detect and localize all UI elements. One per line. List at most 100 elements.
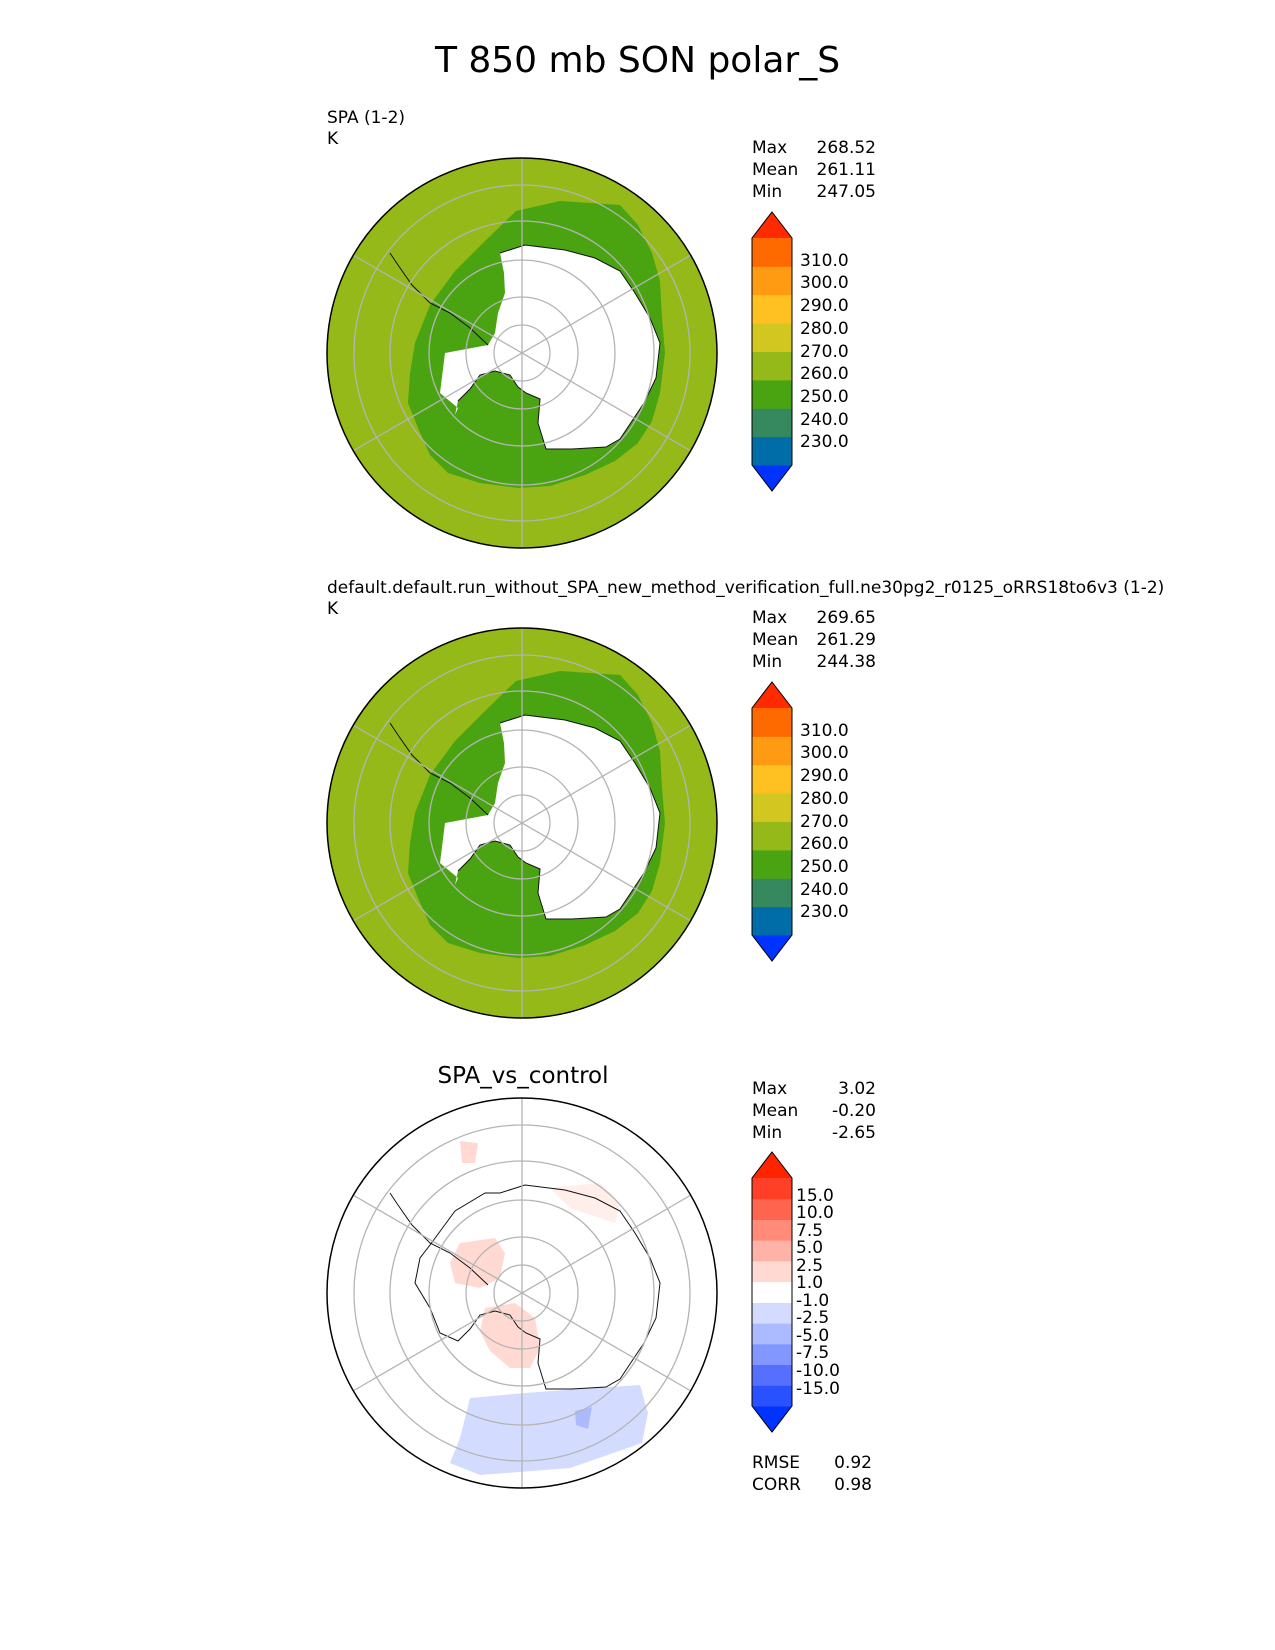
colorbar-segment xyxy=(752,793,792,823)
colorbar-segment xyxy=(752,682,792,708)
colorbar-tick-label: 230.0 xyxy=(800,432,849,453)
panel3-graticule xyxy=(352,1098,692,1488)
colorbar-tick-label: 7.5 xyxy=(796,1220,824,1241)
colorbar-tick-label: 250.0 xyxy=(800,386,849,407)
colorbar-segment xyxy=(752,764,792,794)
colorbar-segment xyxy=(752,1385,792,1407)
colorbar-tick-label: 250.0 xyxy=(800,856,849,877)
colorbar-segment xyxy=(752,708,792,737)
panel2-map xyxy=(326,627,718,1019)
panel2-stats: Max 269.65 Mean 261.29 Min 244.38 xyxy=(752,607,876,673)
colorbar-segment xyxy=(752,1281,792,1303)
colorbar-segment xyxy=(752,1406,792,1432)
colorbar-tick-label: 280.0 xyxy=(800,318,849,339)
panel3-map xyxy=(326,1097,718,1489)
colorbar-tick-label: 280.0 xyxy=(800,788,849,809)
stat-max: Max 269.65 xyxy=(752,608,876,628)
panel3-positive-ross xyxy=(460,1141,478,1163)
colorbar-segment xyxy=(752,1152,792,1178)
colorbar-segment xyxy=(752,1260,792,1283)
colorbar-segment xyxy=(752,323,792,353)
colorbar-tick-label: 300.0 xyxy=(800,743,849,764)
colorbar-segment xyxy=(752,935,792,961)
panel3-negative-south xyxy=(450,1385,648,1475)
colorbar-segment xyxy=(752,849,792,879)
panel3-positive-central xyxy=(480,1303,540,1368)
panel2-graticule xyxy=(352,628,692,1018)
colorbar-segment xyxy=(752,736,792,766)
colorbar-tick-label: 290.0 xyxy=(800,296,849,317)
stat-min: Min 244.38 xyxy=(752,652,876,672)
colorbar-tick-label: -7.5 xyxy=(796,1343,830,1364)
colorbar-tick-label: 10.0 xyxy=(796,1203,834,1224)
panel3-metrics: RMSE 0.92 CORR 0.98 xyxy=(752,1452,872,1496)
colorbar-tick-label: 300.0 xyxy=(800,273,849,294)
panel3-positive-east xyxy=(550,1183,620,1223)
panel3-stats: Max 3.02 Mean -0.20 Min -2.65 xyxy=(752,1078,876,1144)
stat-min: Min 247.05 xyxy=(752,182,876,202)
stat-max: Max 3.02 xyxy=(752,1079,876,1099)
colorbar-segment xyxy=(752,212,792,238)
colorbar-tick-label: 5.0 xyxy=(796,1238,824,1259)
panel2-units: K xyxy=(327,599,339,619)
colorbar-tick-label: -5.0 xyxy=(796,1325,830,1346)
colorbar-outline xyxy=(751,681,793,962)
panel1-units: K xyxy=(327,129,339,149)
colorbar-outline xyxy=(751,1151,793,1433)
colorbar-segment xyxy=(752,1240,792,1262)
panel1-colorbar xyxy=(751,211,793,492)
colorbar-segment xyxy=(752,1364,792,1386)
panel3-map-border xyxy=(326,1097,718,1489)
panel2-colorbar xyxy=(751,681,793,962)
colorbar-tick-label: 310.0 xyxy=(800,720,849,741)
colorbar-segment xyxy=(752,436,792,466)
colorbar-segment xyxy=(752,821,792,851)
stat-mean: Mean 261.29 xyxy=(752,630,876,650)
panel1-map xyxy=(326,157,718,549)
panel1-graticule xyxy=(352,158,692,548)
colorbar-tick-label: -1.0 xyxy=(796,1290,830,1311)
colorbar-tick-label: 15.0 xyxy=(796,1185,834,1206)
colorbar-tick-label: -2.5 xyxy=(796,1308,830,1329)
figure-title: T 850 mb SON polar_S xyxy=(434,40,841,81)
colorbar-tick-label: 1.0 xyxy=(796,1273,824,1294)
panel3-colorbar xyxy=(751,1151,793,1433)
colorbar-tick-label: 260.0 xyxy=(800,834,849,855)
stat-mean: Mean 261.11 xyxy=(752,160,876,180)
colorbar-segment xyxy=(752,351,792,381)
panel1-map-border xyxy=(326,157,718,549)
colorbar-segment xyxy=(752,1178,792,1200)
colorbar-tick-label: -10.0 xyxy=(796,1360,840,1381)
colorbar-segment xyxy=(752,1302,792,1324)
colorbar-segment xyxy=(752,408,792,438)
colorbar-segment xyxy=(752,906,792,936)
colorbar-tick-label: 270.0 xyxy=(800,341,849,362)
colorbar-segment xyxy=(752,878,792,908)
stat-max: Max 268.52 xyxy=(752,138,876,158)
colorbar-segment xyxy=(752,379,792,409)
colorbar-tick-label: 260.0 xyxy=(800,364,849,385)
panel1-stats: Max 268.52 Mean 261.11 Min 247.05 xyxy=(752,137,876,203)
colorbar-tick-label: 240.0 xyxy=(800,409,849,430)
colorbar-tick-label: 270.0 xyxy=(800,811,849,832)
stat-min: Min -2.65 xyxy=(752,1123,876,1143)
colorbar-segment xyxy=(752,465,792,491)
colorbar-tick-label: 230.0 xyxy=(800,902,849,923)
panel1-title: SPA (1-2) xyxy=(327,108,406,128)
colorbar-segment xyxy=(752,1323,792,1345)
colorbar-tick-label: 2.5 xyxy=(796,1255,824,1276)
colorbar-segment xyxy=(752,238,792,267)
metric-rmse: RMSE 0.92 xyxy=(752,1453,872,1473)
colorbar-tick-label: 310.0 xyxy=(800,250,849,271)
colorbar-segment xyxy=(752,266,792,296)
colorbar-outline xyxy=(751,211,793,492)
colorbar-segment xyxy=(752,1198,792,1220)
panel3-title: SPA_vs_control xyxy=(437,1063,609,1089)
panel2-map-border xyxy=(326,627,718,1019)
colorbar-segment xyxy=(752,1219,792,1241)
panel2-title: default.default.run_without_SPA_new_meth… xyxy=(327,578,1165,598)
colorbar-tick-label: 290.0 xyxy=(800,766,849,787)
colorbar-tick-label: -15.0 xyxy=(796,1378,840,1399)
colorbar-tick-label: 240.0 xyxy=(800,879,849,900)
colorbar-segment xyxy=(752,1343,792,1366)
